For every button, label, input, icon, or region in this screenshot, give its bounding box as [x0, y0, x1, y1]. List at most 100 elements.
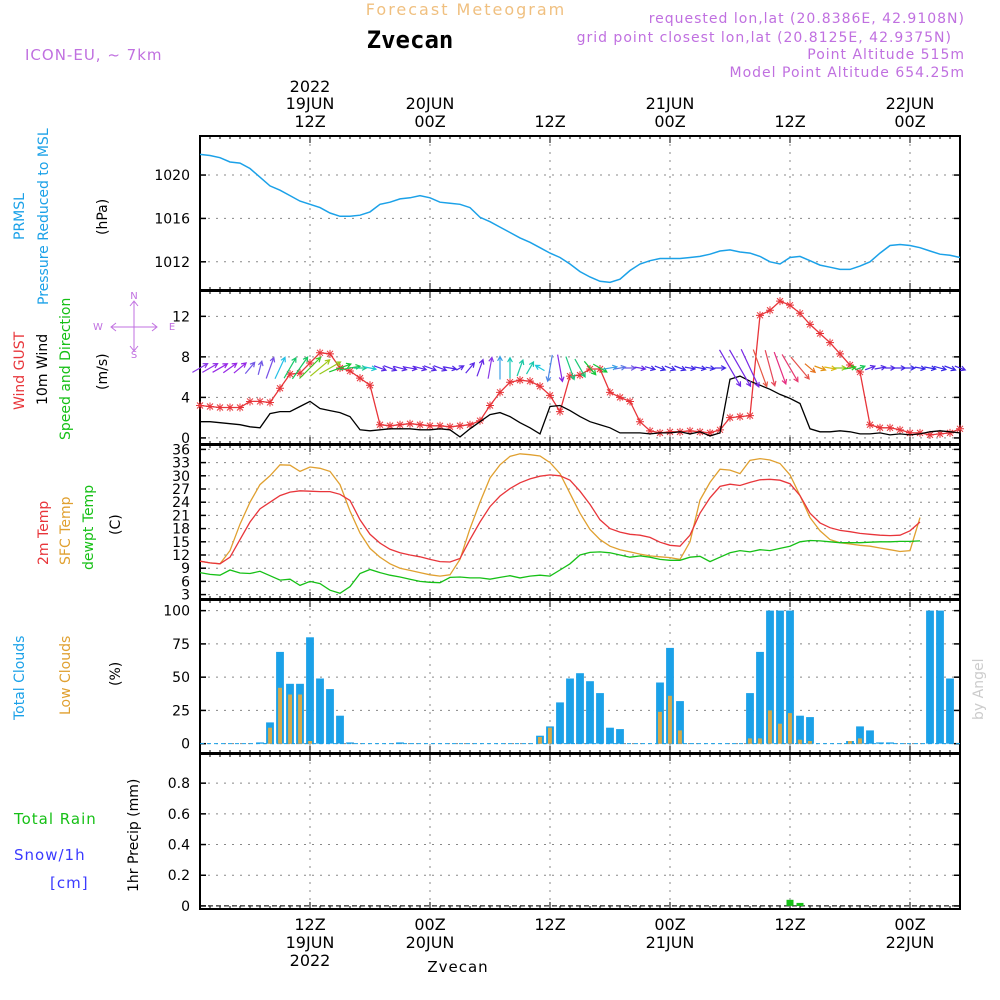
gust-marker: [286, 370, 294, 379]
low-cloud-bar: [748, 738, 752, 744]
wind-arrow: [233, 362, 248, 374]
bottom-date: 19JUN: [286, 933, 335, 952]
wind-arrow: [885, 365, 897, 371]
clouds-unit: (%): [108, 662, 124, 686]
wind-arrow: [624, 365, 637, 371]
wind-arrow: [714, 365, 727, 371]
gust-marker: [826, 338, 834, 347]
total-cloud-bar: [856, 726, 864, 744]
bottom-year: 2022: [290, 951, 331, 970]
ytick-label: 100: [163, 604, 190, 620]
rain-bar: [796, 902, 804, 906]
footer-location: Zvecan: [427, 958, 488, 976]
ytick-label: 4: [181, 390, 190, 406]
total-cloud-bar: [326, 689, 334, 744]
gust-marker: [446, 422, 454, 431]
panel-wind: 0 4 8 12: [172, 290, 961, 447]
wind-arrow: [413, 365, 428, 372]
wind-arrow: [265, 356, 276, 379]
gust-marker: [536, 382, 544, 391]
wind-arrow: [319, 361, 342, 375]
total-cloud-bar: [786, 610, 794, 744]
total-cloud-bar: [946, 678, 954, 744]
gust-marker: [636, 417, 644, 426]
ytick-label: 6: [181, 574, 190, 590]
gust-marker: [906, 428, 914, 437]
wind-arrow: [525, 360, 535, 375]
wind-arrow: [933, 365, 948, 372]
gust-marker: [766, 306, 774, 315]
gust-marker: [546, 391, 554, 400]
wind-arrow: [844, 364, 857, 371]
total-cloud-bar: [776, 610, 784, 744]
gust-marker: [256, 397, 264, 406]
top-date: 19JUN: [286, 94, 335, 113]
gust-marker: [786, 301, 794, 310]
pressure-label-2: Pressure Reduced to MSL: [36, 128, 52, 305]
gust-marker: [296, 369, 304, 378]
gust-marker: [376, 420, 384, 429]
gust-marker: [456, 421, 464, 430]
gust-marker: [956, 424, 964, 433]
top-date: 21JUN: [646, 94, 695, 113]
ytick-label: 1012: [154, 255, 190, 271]
top-time-label: 12Z: [534, 112, 565, 131]
wind-arrow: [634, 365, 647, 372]
wind10-label: 10m Wind: [35, 334, 51, 405]
ytick-label: 25: [172, 703, 190, 719]
bottom-date: 20JUN: [406, 933, 455, 952]
low-cloud-bar: [278, 687, 282, 744]
gust-marker: [566, 372, 574, 381]
gust-marker: [346, 367, 354, 376]
wind-arrow: [664, 365, 677, 372]
top-date: 20JUN: [406, 94, 455, 113]
gust-marker: [756, 311, 764, 320]
model-name: ICON-EU, ~ 7km: [25, 46, 163, 64]
gust-marker: [396, 420, 404, 429]
total-cloud-bar: [336, 715, 344, 744]
total-cloud-bar: [936, 610, 944, 744]
top-hour: 12Z: [294, 112, 325, 131]
panel-frame: [199, 135, 961, 291]
wind-arrow: [924, 365, 937, 372]
wind-arrow: [202, 362, 219, 373]
total-cloud-bar: [806, 717, 814, 744]
pressure-label-1: PRMSL: [12, 193, 28, 240]
total-clouds-label: Total Clouds: [12, 636, 28, 721]
wind10m-line: [200, 375, 961, 438]
wind-arrow: [804, 363, 817, 374]
total-cloud-bar: [306, 637, 314, 744]
ytick-label: 0: [181, 737, 190, 753]
wind-arrows: [192, 348, 967, 389]
wind-arrow: [814, 365, 827, 372]
gust-marker: [436, 421, 444, 430]
wind-arrow: [363, 365, 378, 372]
gust-marker: [246, 397, 254, 406]
bottom-hour: 00Z: [894, 915, 925, 934]
wind-arrow: [694, 365, 707, 372]
gust-marker: [866, 420, 874, 429]
bottom-date: 22JUN: [886, 933, 935, 952]
rain-bars: [786, 899, 804, 906]
ytick-label: 15: [172, 535, 190, 551]
ytick-label: 12: [172, 548, 190, 564]
bottom-date: 21JUN: [646, 933, 695, 952]
total-cloud-bar: [766, 610, 774, 744]
rain-bar: [786, 899, 794, 906]
gust-marker: [646, 426, 654, 435]
panel-pressure: 1012 1016 1020: [154, 135, 961, 291]
t2m-label: 2m Temp: [36, 501, 52, 565]
gust-marker: [326, 349, 334, 358]
gust-marker: [526, 377, 534, 386]
wind-arrow: [905, 365, 917, 371]
gust-marker: [706, 428, 714, 437]
total-cloud-bar: [866, 730, 874, 744]
total-cloud-bar: [746, 693, 754, 744]
wind-arrow: [545, 354, 553, 383]
ytick-label: 8: [181, 350, 190, 366]
ytick-label: 12: [172, 309, 190, 325]
top-hour: 12Z: [534, 112, 565, 131]
